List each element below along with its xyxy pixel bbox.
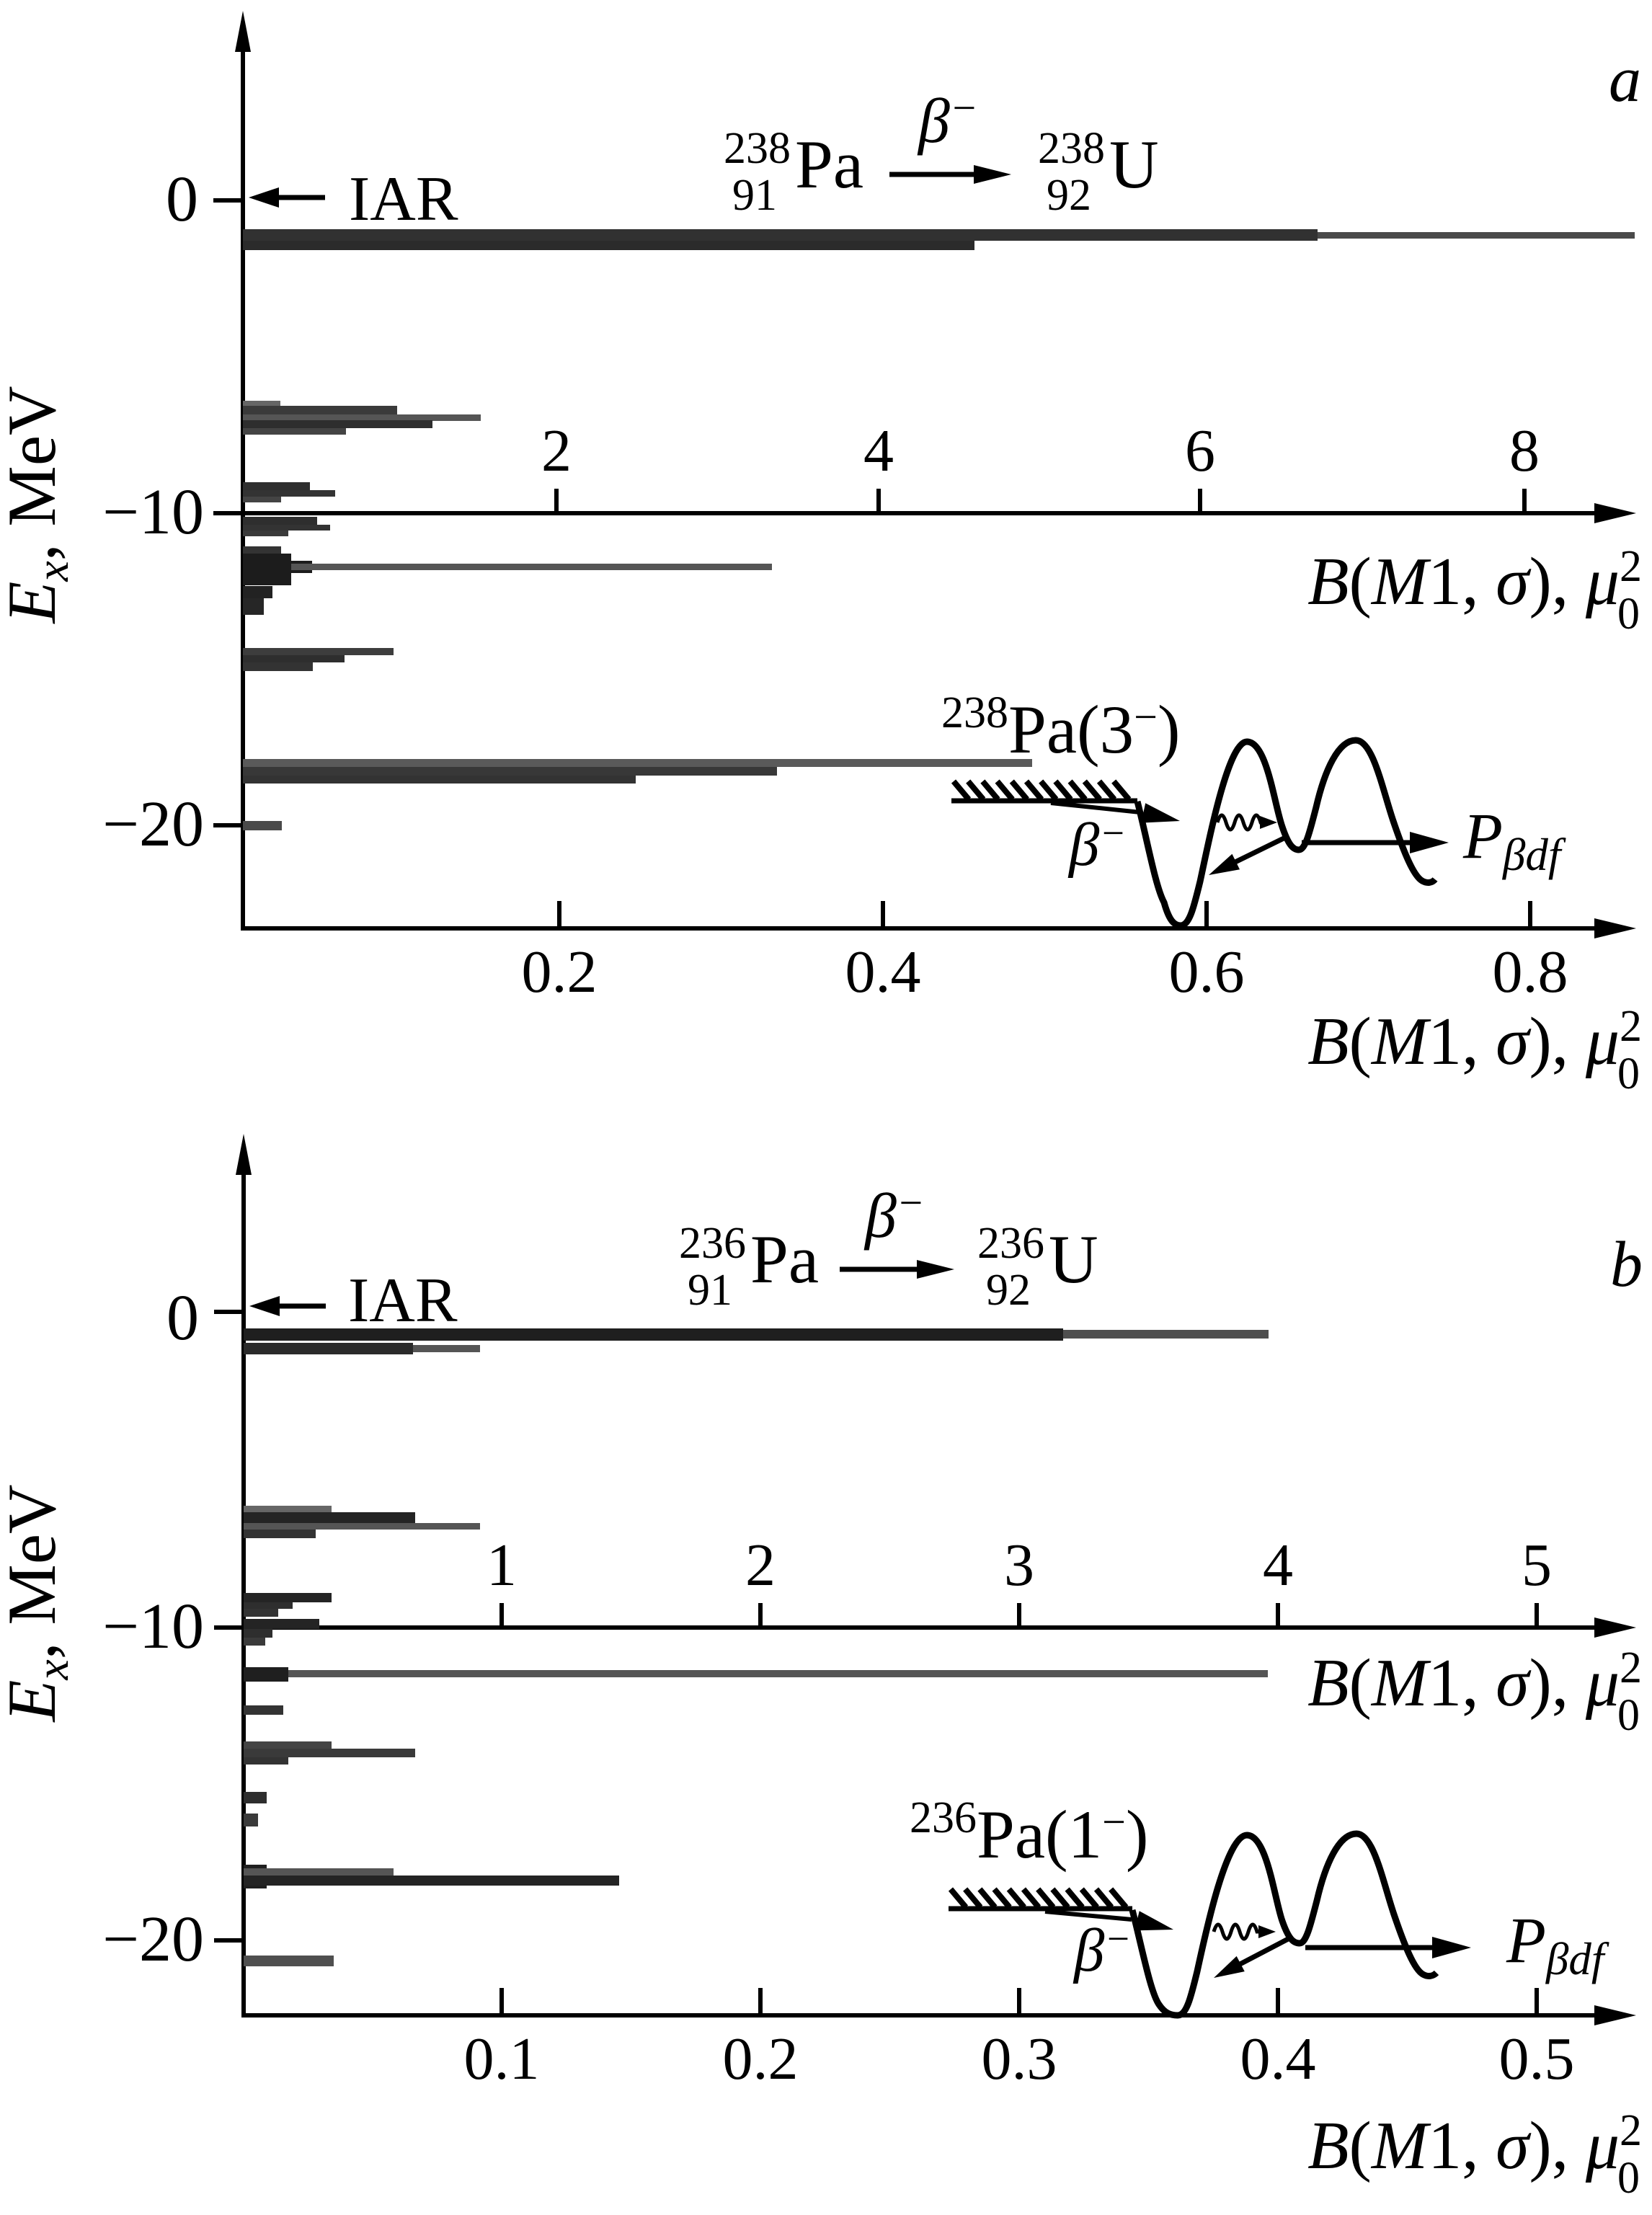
svg-text:91: 91 [688,1266,732,1315]
svg-text:92: 92 [986,1266,1031,1315]
svg-text:Ex, MeV: Ex, MeV [0,1484,78,1723]
svg-text:a: a [1609,44,1641,115]
svg-text:U: U [1049,1221,1098,1297]
svg-text:238: 238 [724,124,791,173]
svg-text:1: 1 [487,1532,517,1599]
svg-text:0: 0 [166,164,198,235]
svg-text:0.4: 0.4 [1240,2025,1316,2092]
svg-text:−20: −20 [102,1904,204,1975]
svg-text:4: 4 [863,417,894,484]
svg-text:238: 238 [1038,124,1105,173]
svg-text:92: 92 [1047,171,1091,220]
svg-text:236Pa(1−): 236Pa(1−) [910,1793,1149,1873]
svg-text:2: 2 [541,417,572,484]
svg-text:4: 4 [1263,1532,1293,1599]
svg-text:6: 6 [1185,417,1215,484]
svg-text:Ex, MeV: Ex, MeV [0,386,78,624]
svg-text:0.6: 0.6 [1169,938,1245,1006]
svg-text:8: 8 [1509,417,1540,484]
svg-text:IAR: IAR [349,164,458,234]
svg-text:−10: −10 [102,1591,204,1662]
svg-text:0.1: 0.1 [464,2025,540,2092]
svg-text:5: 5 [1522,1532,1552,1599]
svg-text:3: 3 [1004,1532,1034,1599]
svg-text:Pa: Pa [795,126,863,203]
svg-text:−10: −10 [102,476,204,548]
svg-text:0.5: 0.5 [1499,2025,1575,2092]
svg-text:0.8: 0.8 [1493,938,1568,1006]
svg-text:β−: β− [1067,811,1126,879]
svg-text:IAR: IAR [348,1266,458,1336]
svg-text:0.2: 0.2 [723,2025,799,2092]
svg-text:0: 0 [166,1282,199,1354]
svg-text:β−: β− [1073,1917,1131,1984]
svg-text:236: 236 [679,1219,746,1268]
svg-text:238Pa(3−): 238Pa(3−) [941,688,1181,768]
svg-text:0.2: 0.2 [522,938,598,1006]
svg-text:91: 91 [732,171,777,220]
svg-text:Pa: Pa [750,1221,819,1297]
svg-text:U: U [1109,126,1159,203]
svg-text:0.3: 0.3 [982,2025,1057,2092]
svg-text:236: 236 [977,1219,1044,1268]
svg-text:2: 2 [745,1532,776,1599]
svg-text:b: b [1610,1229,1643,1300]
svg-text:0.4: 0.4 [845,938,921,1006]
svg-text:−20: −20 [102,789,204,860]
